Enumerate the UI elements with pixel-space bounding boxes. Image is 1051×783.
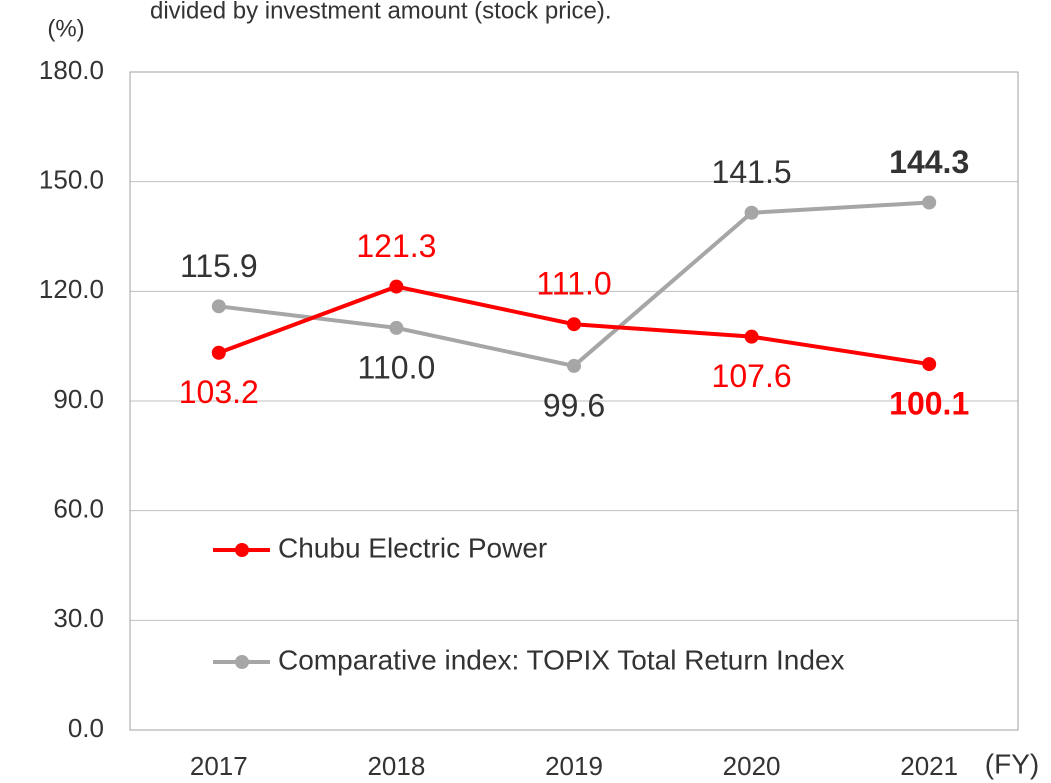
data-label: 141.5 bbox=[712, 154, 792, 190]
point bbox=[389, 279, 404, 294]
point bbox=[922, 357, 937, 372]
data-label: 115.9 bbox=[180, 248, 258, 284]
y-tick-label: 60.0 bbox=[53, 494, 104, 524]
legend-marker bbox=[235, 543, 249, 557]
data-label: 110.0 bbox=[358, 349, 436, 385]
point bbox=[922, 195, 937, 210]
data-label: 103.2 bbox=[179, 374, 259, 410]
y-tick-label: 120.0 bbox=[39, 274, 104, 304]
y-tick-label: 180.0 bbox=[39, 55, 104, 85]
x-tick-label: 2021 bbox=[900, 751, 958, 781]
data-label: 100.1 bbox=[889, 386, 969, 422]
point bbox=[389, 320, 404, 335]
point bbox=[744, 329, 759, 344]
data-label: 121.3 bbox=[356, 228, 436, 264]
x-tick-label: 2017 bbox=[190, 751, 248, 781]
y-tick-label: 90.0 bbox=[53, 384, 104, 414]
y-tick-label: 0.0 bbox=[68, 713, 104, 743]
point bbox=[567, 358, 581, 373]
data-label: 144.3 bbox=[889, 144, 969, 180]
data-label: 107.6 bbox=[712, 358, 792, 394]
x-tick-label: 2020 bbox=[723, 751, 781, 781]
point bbox=[567, 317, 581, 332]
data-label: 111.0 bbox=[536, 266, 611, 302]
legend-marker bbox=[235, 655, 249, 669]
y-axis-label: (%) bbox=[47, 15, 84, 42]
chart-subtitle: divided by investment amount (stock pric… bbox=[150, 0, 612, 24]
data-label: 99.6 bbox=[543, 387, 605, 423]
point bbox=[211, 299, 226, 314]
point bbox=[211, 345, 226, 360]
legend-label: Comparative index: TOPIX Total Return In… bbox=[278, 644, 845, 675]
y-tick-label: 30.0 bbox=[53, 603, 104, 633]
y-tick-label: 150.0 bbox=[39, 165, 104, 195]
x-tick-label: 2018 bbox=[367, 751, 425, 781]
point bbox=[744, 205, 759, 220]
plot-border bbox=[129, 71, 1019, 731]
legend-label: Chubu Electric Power bbox=[278, 532, 547, 563]
x-tick-label: 2019 bbox=[545, 751, 603, 781]
x-axis-label: (FY) bbox=[985, 748, 1039, 779]
